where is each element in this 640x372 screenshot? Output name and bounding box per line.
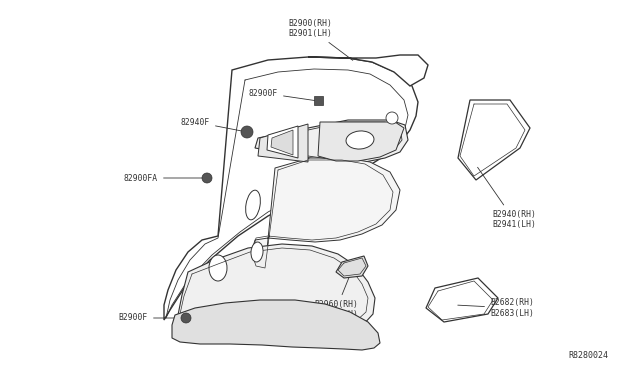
Circle shape bbox=[202, 173, 212, 183]
Polygon shape bbox=[178, 244, 375, 334]
Polygon shape bbox=[336, 256, 368, 278]
Ellipse shape bbox=[346, 131, 374, 149]
Polygon shape bbox=[318, 122, 404, 161]
Text: B2900F: B2900F bbox=[119, 314, 183, 323]
Text: B2940(RH)
B2941(LH): B2940(RH) B2941(LH) bbox=[477, 167, 536, 230]
Ellipse shape bbox=[209, 255, 227, 281]
Polygon shape bbox=[172, 300, 380, 350]
Polygon shape bbox=[271, 130, 293, 155]
Polygon shape bbox=[426, 278, 498, 322]
Text: B2960(RH)
B2961(LH): B2960(RH) B2961(LH) bbox=[314, 278, 358, 320]
Text: 82900FA: 82900FA bbox=[124, 173, 204, 183]
Polygon shape bbox=[308, 55, 428, 86]
Text: B2900(RH)
B2901(LH): B2900(RH) B2901(LH) bbox=[288, 19, 353, 60]
Polygon shape bbox=[250, 158, 400, 270]
Polygon shape bbox=[164, 57, 418, 320]
Circle shape bbox=[181, 313, 191, 323]
Circle shape bbox=[386, 112, 398, 124]
Text: R8280024: R8280024 bbox=[568, 351, 608, 360]
FancyBboxPatch shape bbox=[314, 96, 323, 105]
Ellipse shape bbox=[246, 190, 260, 220]
Text: 82940F: 82940F bbox=[180, 118, 244, 131]
Polygon shape bbox=[255, 120, 408, 162]
Text: 82900F: 82900F bbox=[249, 89, 316, 100]
Polygon shape bbox=[458, 100, 530, 180]
Text: B2682(RH)
B2683(LH): B2682(RH) B2683(LH) bbox=[458, 298, 534, 318]
Polygon shape bbox=[258, 124, 308, 162]
Circle shape bbox=[241, 126, 253, 138]
Ellipse shape bbox=[251, 242, 263, 262]
Polygon shape bbox=[267, 126, 298, 158]
